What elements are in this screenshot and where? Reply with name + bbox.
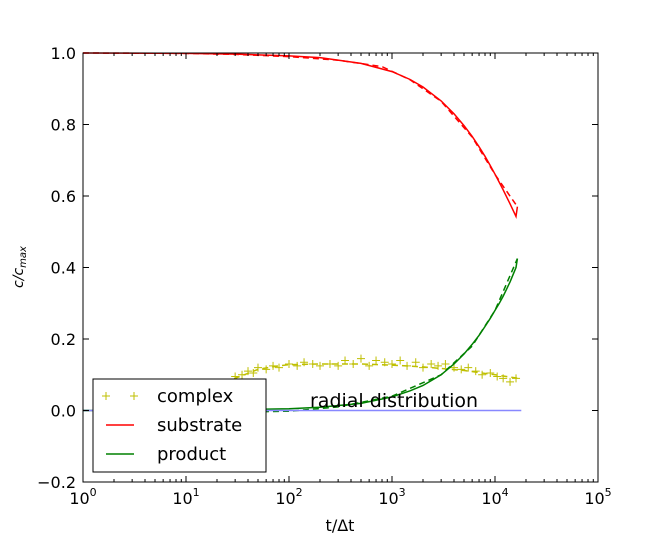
complex-point (441, 360, 450, 369)
series-3-dashed-line (82, 52, 519, 208)
complex-point (334, 361, 343, 370)
complex-point (285, 360, 293, 369)
y-tick-label: 1.0 (51, 44, 76, 63)
y-tick-label: 0.0 (51, 402, 76, 421)
complex-point (388, 360, 396, 369)
x-tick-label: 105 (584, 486, 611, 508)
complex-point (427, 360, 436, 369)
axis-ticks (82, 52, 599, 483)
x-tick-label: 102 (275, 486, 302, 508)
complex-point (457, 365, 466, 374)
complex-point (262, 365, 271, 374)
complex-point (293, 361, 302, 370)
legend-label: complex (157, 386, 234, 407)
legend: complex substrate product (92, 378, 267, 473)
y-tick-label: 0.6 (51, 187, 76, 206)
complex-point (493, 372, 502, 381)
x-tick-label: 103 (378, 486, 405, 508)
legend-marker (102, 392, 110, 400)
y-tick-label: 0.8 (51, 116, 76, 135)
complex-point (434, 361, 443, 370)
complex-point (506, 377, 515, 386)
complex-point (365, 361, 374, 370)
complex-point (356, 354, 365, 363)
complex-point (464, 363, 473, 372)
complex-point (396, 356, 405, 365)
complex-point (486, 368, 495, 377)
x-tick-label: 100 (69, 486, 96, 508)
tick-labels: 100 101 102 103 104 105 1.0 0.8 0.6 0.4 0.2 0.0 −0.2 (37, 44, 612, 508)
legend-label: product (157, 444, 226, 465)
complex-point (341, 356, 350, 365)
x-axis-label: t/Δt (326, 516, 355, 535)
complex-point (478, 370, 487, 379)
y-tick-label: 0.4 (51, 259, 76, 278)
complex-point (253, 363, 262, 372)
complex-point (249, 368, 258, 377)
complex-point (372, 356, 381, 365)
legend-label: substrate (157, 415, 242, 436)
radial-distribution-annotation: radial distribution (310, 390, 478, 412)
x-tick-label: 101 (172, 486, 199, 508)
complex-point (275, 363, 284, 372)
y-tick-label: −0.2 (37, 473, 76, 492)
complex-markers (231, 354, 521, 386)
legend-marker (130, 392, 138, 400)
complex-point (316, 361, 325, 370)
x-tick-label: 104 (481, 486, 508, 508)
substrate-line (82, 52, 519, 219)
y-tick-label: 0.2 (51, 330, 76, 349)
complex-point (411, 358, 420, 367)
